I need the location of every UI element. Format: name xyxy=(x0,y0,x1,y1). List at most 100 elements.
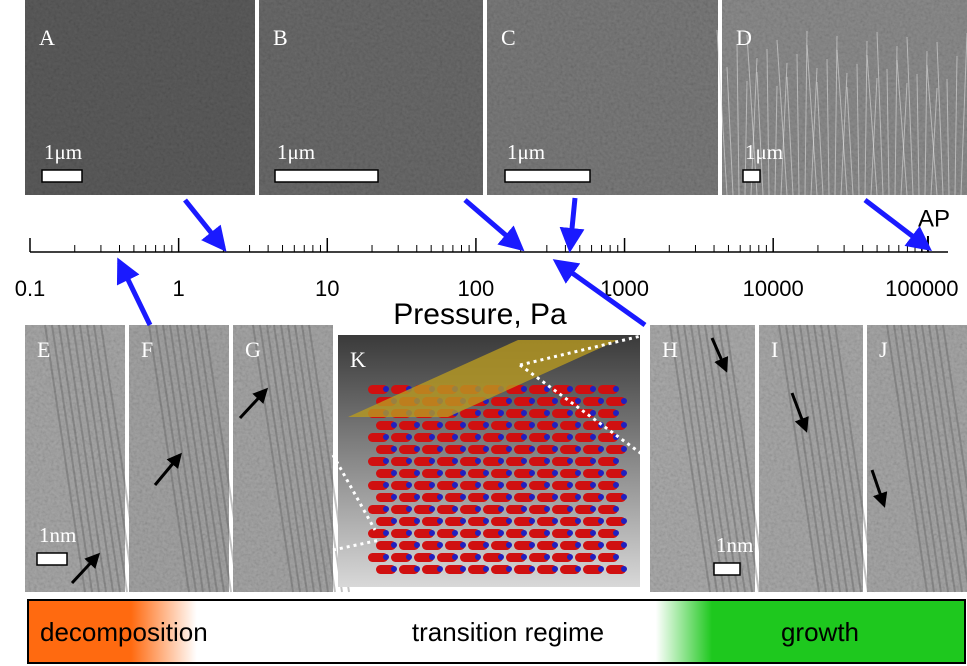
atom xyxy=(498,458,504,464)
micrograph xyxy=(867,325,967,592)
atom xyxy=(544,530,550,536)
pressure-arrow xyxy=(465,200,521,248)
micrograph xyxy=(25,325,125,592)
atom xyxy=(613,530,619,536)
panel: C 1μm xyxy=(487,0,718,195)
atom xyxy=(498,554,504,560)
atom xyxy=(498,434,504,440)
panel-label: C xyxy=(501,25,516,50)
atom xyxy=(483,518,489,524)
atom xyxy=(529,542,535,548)
atom xyxy=(575,422,581,428)
atom xyxy=(544,434,550,440)
atom xyxy=(475,530,481,536)
atom xyxy=(414,470,420,476)
atom xyxy=(475,458,481,464)
panel-label: B xyxy=(273,25,288,50)
atom xyxy=(506,470,512,476)
atom xyxy=(544,482,550,488)
atom xyxy=(552,398,558,404)
panel-label: J xyxy=(879,337,888,362)
atom xyxy=(529,494,535,500)
atom xyxy=(613,458,619,464)
atom xyxy=(575,542,581,548)
atom xyxy=(452,434,458,440)
micrograph xyxy=(233,325,333,592)
regime-label: decomposition xyxy=(40,617,208,647)
scale-bar xyxy=(42,170,82,182)
atom xyxy=(383,530,389,536)
atom xyxy=(575,566,581,572)
atom xyxy=(383,434,389,440)
atom xyxy=(575,398,581,404)
panel: B1μm xyxy=(259,0,483,195)
atom xyxy=(621,470,627,476)
atom xyxy=(475,506,481,512)
atom xyxy=(590,482,596,488)
atom xyxy=(506,518,512,524)
panel-label: D xyxy=(736,25,752,50)
atom xyxy=(621,542,627,548)
micrograph xyxy=(25,0,255,195)
atom xyxy=(429,458,435,464)
atom xyxy=(391,566,397,572)
atom xyxy=(575,446,581,452)
atom xyxy=(552,566,558,572)
atom xyxy=(621,446,627,452)
scale-bar-label: 1μm xyxy=(507,140,545,164)
atom xyxy=(383,506,389,512)
atom xyxy=(590,554,596,560)
atom xyxy=(483,446,489,452)
atom xyxy=(383,386,389,392)
atom xyxy=(590,530,596,536)
atom xyxy=(437,470,443,476)
atom xyxy=(498,410,504,416)
atom xyxy=(506,446,512,452)
atom xyxy=(460,470,466,476)
atom xyxy=(391,446,397,452)
atom xyxy=(598,518,604,524)
atom xyxy=(475,410,481,416)
atom xyxy=(529,470,535,476)
atom xyxy=(567,386,573,392)
tick-label: 100000 xyxy=(885,276,958,301)
atom xyxy=(506,422,512,428)
atom xyxy=(544,458,550,464)
figure: A1μmB1μmC1μmD1μmE1nmFGKH1nmIJ 0.11101001… xyxy=(0,0,967,666)
atom xyxy=(391,542,397,548)
atom xyxy=(475,482,481,488)
atom xyxy=(598,470,604,476)
atom xyxy=(521,386,527,392)
atom xyxy=(391,470,397,476)
tick-label: 1 xyxy=(173,276,185,301)
atom xyxy=(544,410,550,416)
atom xyxy=(506,398,512,404)
atom xyxy=(498,530,504,536)
atom xyxy=(506,566,512,572)
atom xyxy=(521,506,527,512)
atom xyxy=(460,518,466,524)
atom xyxy=(437,494,443,500)
atom xyxy=(414,542,420,548)
atom xyxy=(475,434,481,440)
atom xyxy=(460,422,466,428)
atom xyxy=(383,482,389,488)
atom xyxy=(437,566,443,572)
atom xyxy=(383,458,389,464)
regime-label: growth xyxy=(781,617,859,647)
atom xyxy=(613,482,619,488)
tick-label: 10 xyxy=(315,276,339,301)
tick-label: 10000 xyxy=(743,276,804,301)
atom xyxy=(567,434,573,440)
atom xyxy=(552,494,558,500)
panel-label: E xyxy=(37,337,50,362)
scale-bar-label: 1μm xyxy=(44,140,82,164)
panel: G xyxy=(233,325,349,592)
atom xyxy=(590,458,596,464)
panel: D1μm xyxy=(717,0,967,195)
atom xyxy=(567,530,573,536)
atom xyxy=(621,398,627,404)
marker-label: AP xyxy=(918,205,950,232)
atom xyxy=(621,566,627,572)
atom xyxy=(429,434,435,440)
